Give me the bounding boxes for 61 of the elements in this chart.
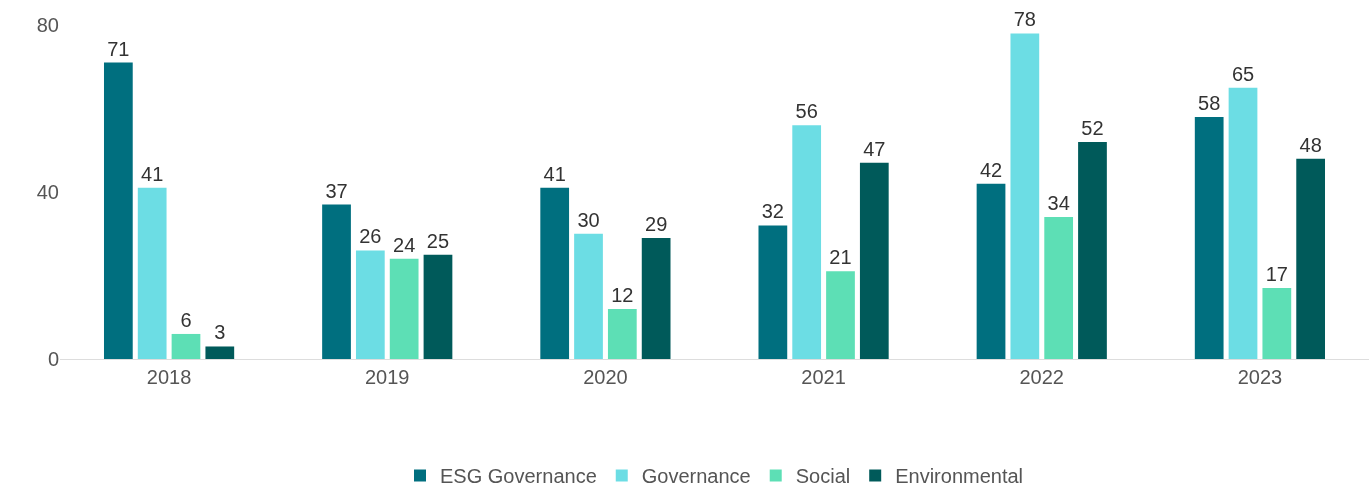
bar <box>826 271 855 359</box>
data-label: 17 <box>1265 263 1288 286</box>
data-label: 34 <box>1047 192 1070 215</box>
data-label: 12 <box>611 283 634 306</box>
data-label: 24 <box>393 233 416 256</box>
x-tick-label: 2020 <box>583 366 628 388</box>
data-label: 42 <box>979 158 1003 181</box>
data-label: 32 <box>761 200 784 223</box>
x-tick-label: 2019 <box>365 366 410 388</box>
legend-label: Environmental <box>895 465 1024 488</box>
bar <box>355 250 385 359</box>
data-label: 52 <box>1081 116 1104 139</box>
y-tick-label: 40 <box>36 181 59 204</box>
bar <box>1296 158 1326 359</box>
bar <box>137 187 167 359</box>
bar <box>792 125 822 359</box>
data-label: 41 <box>141 162 164 185</box>
data-label: 30 <box>577 208 600 231</box>
bar <box>322 204 351 359</box>
data-label: 6 <box>180 308 192 331</box>
data-label: 56 <box>795 100 818 123</box>
data-label: 41 <box>543 162 566 185</box>
bar <box>574 233 603 359</box>
x-tick-label: 2021 <box>801 366 846 388</box>
data-label: 29 <box>645 212 668 235</box>
x-tick-label: 2023 <box>1237 366 1283 388</box>
bar <box>1078 141 1107 359</box>
bar <box>641 237 671 359</box>
data-label: 65 <box>1231 62 1255 85</box>
legend-label: ESG Governance <box>440 465 597 488</box>
bar <box>1262 288 1292 359</box>
data-label: 48 <box>1299 133 1322 156</box>
data-label: 3 <box>214 321 226 344</box>
bar <box>976 183 1006 359</box>
bar <box>205 346 235 359</box>
data-label: 71 <box>107 37 130 60</box>
data-label: 21 <box>829 246 852 269</box>
bar <box>171 333 201 359</box>
x-tick-label: 2018 <box>146 366 192 388</box>
data-label: 25 <box>426 229 450 252</box>
y-tick-label: 80 <box>36 14 59 37</box>
data-label: 37 <box>325 179 348 202</box>
x-tick-label: 2022 <box>1019 366 1064 388</box>
data-label: 47 <box>863 137 886 160</box>
bar <box>1194 116 1224 359</box>
bar <box>1010 33 1040 359</box>
legend-label: Governance <box>641 465 751 488</box>
bar <box>859 162 889 359</box>
bar <box>103 62 133 359</box>
data-label: 78 <box>1013 8 1036 31</box>
y-tick-label: 0 <box>47 348 59 370</box>
data-label: 58 <box>1198 91 1221 114</box>
bar <box>423 254 453 359</box>
bar <box>607 308 637 359</box>
bar <box>540 187 570 359</box>
bar <box>1044 217 1074 359</box>
bar <box>1228 87 1258 359</box>
data-label: 26 <box>359 225 382 248</box>
bar <box>389 258 419 359</box>
bar <box>758 225 788 359</box>
legend-label: Social <box>795 465 851 488</box>
